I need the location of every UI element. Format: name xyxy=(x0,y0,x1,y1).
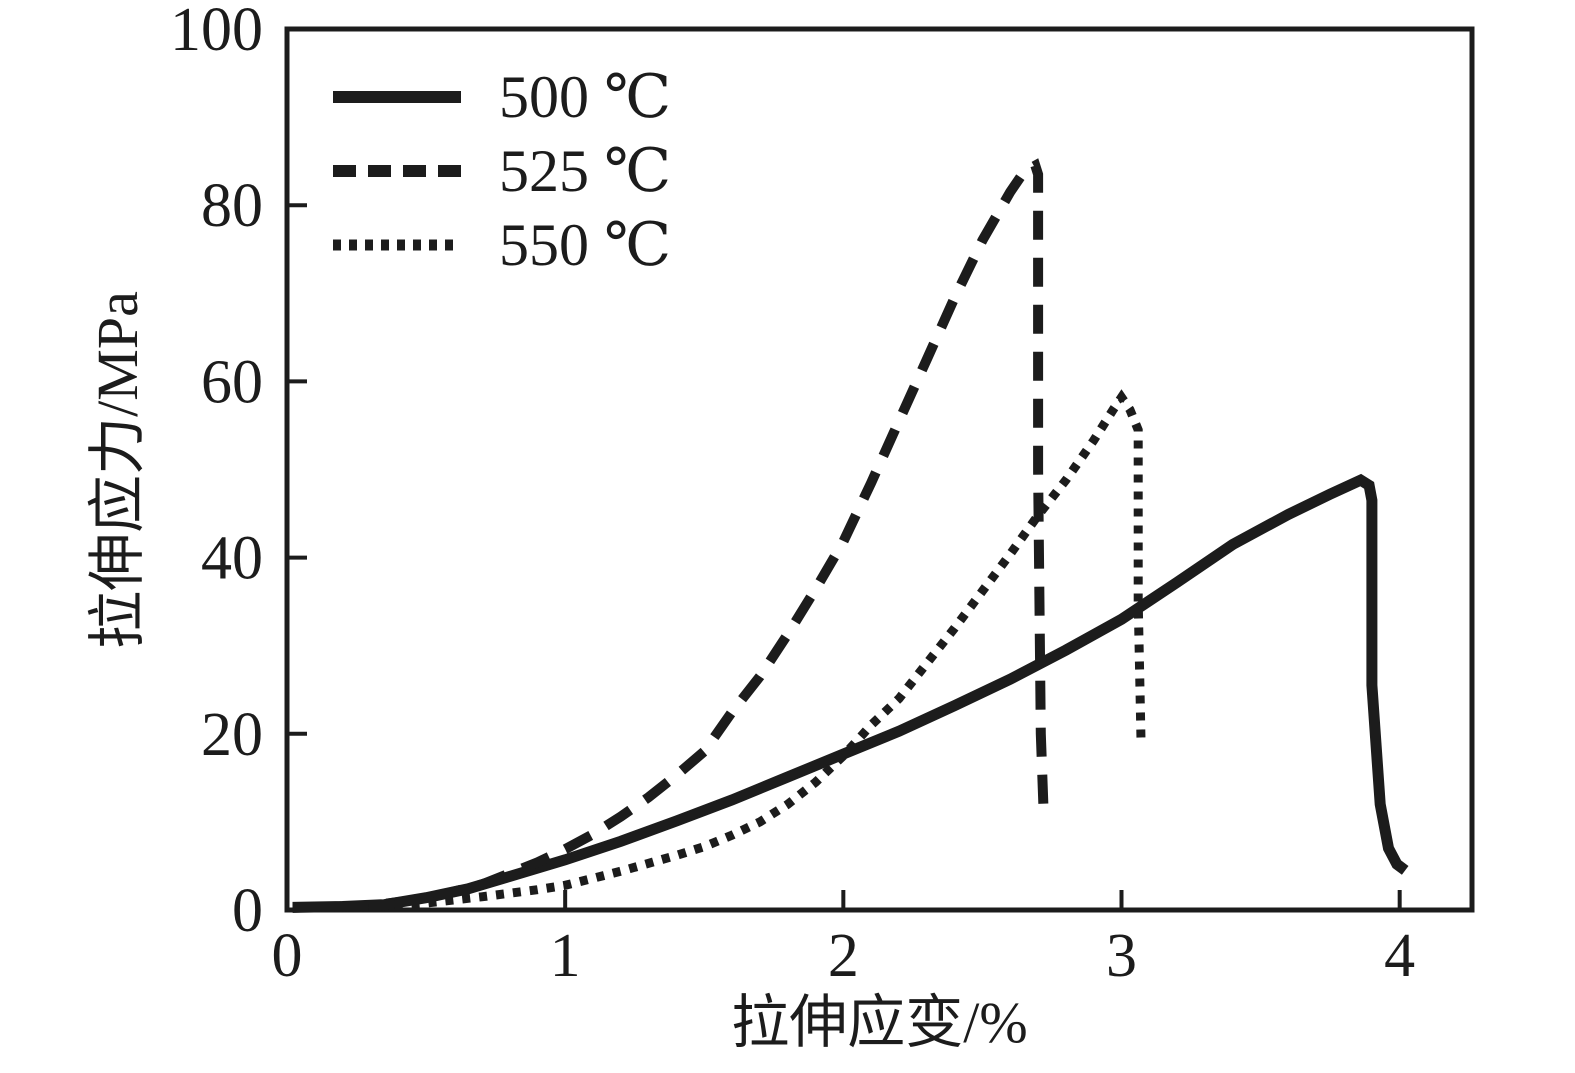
legend-item-500c: 500 ℃ xyxy=(333,60,671,134)
curve-550c xyxy=(292,389,1146,913)
x-tick-label: 1 xyxy=(550,922,581,990)
y-tick-label: 100 xyxy=(170,0,263,64)
x-tick-label: 4 xyxy=(1384,922,1415,990)
x-axis-title: 拉伸应变/% xyxy=(731,990,1028,1055)
x-tick-label: 2 xyxy=(828,922,859,990)
legend-label-500c: 500 ℃ xyxy=(499,64,672,130)
y-tick-label: 40 xyxy=(201,525,263,593)
y-tick-label: 0 xyxy=(232,877,263,945)
curve-500c xyxy=(292,473,1409,913)
x-tick-label: 0 xyxy=(272,922,303,990)
y-tick-label: 20 xyxy=(201,701,263,769)
y-tick-label: 60 xyxy=(201,348,263,416)
curve-525c xyxy=(292,158,1049,913)
legend-line-dashed-icon xyxy=(333,165,461,177)
legend-item-550c: 550 ℃ xyxy=(333,208,671,282)
legend-line-solid-icon xyxy=(333,91,461,103)
legend: 500 ℃ 525 ℃ 550 ℃ xyxy=(333,60,671,282)
legend-line-dotted-icon xyxy=(333,239,461,251)
y-axis-title: 拉伸应力/MPa xyxy=(85,291,150,649)
legend-item-525c: 525 ℃ xyxy=(333,134,671,208)
legend-label-525c: 525 ℃ xyxy=(499,138,672,204)
plot-frame xyxy=(284,26,1475,913)
x-tick-label: 3 xyxy=(1106,922,1137,990)
legend-label-550c: 550 ℃ xyxy=(499,212,672,278)
y-tick-label: 80 xyxy=(201,172,263,240)
